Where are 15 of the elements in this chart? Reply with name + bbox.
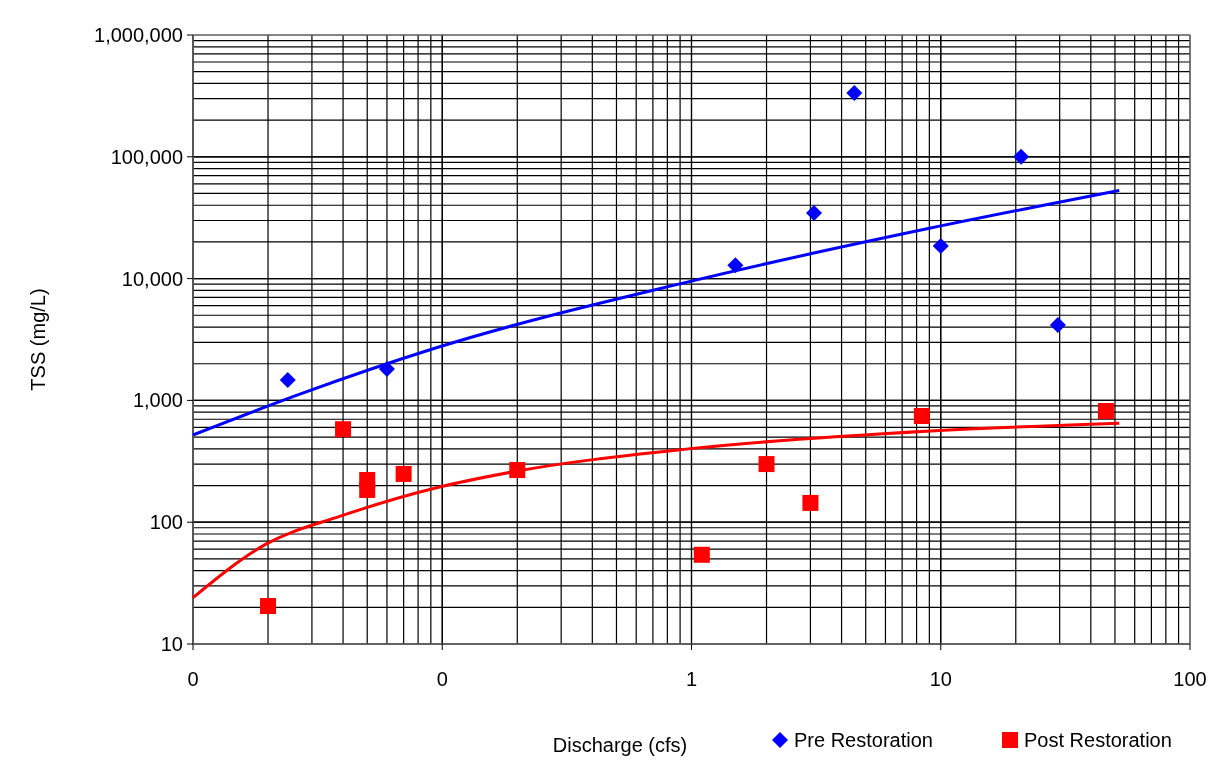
y-tick-label: 10,000 — [121, 267, 183, 290]
x-tick-label: 100 — [1173, 668, 1207, 690]
legend-label: Pre Restoration — [794, 729, 933, 751]
x-axis-title: Discharge (cfs) — [552, 734, 688, 756]
y-tick-label: 100 — [149, 511, 183, 534]
y-axis-title: TSS (mg/L) — [27, 288, 49, 391]
y-tick-label: 10 — [160, 633, 183, 655]
y-tick-label: 1,000,000 — [94, 24, 183, 46]
x-tick-label: 10 — [929, 668, 952, 690]
legend-label: Post Restoration — [1024, 729, 1172, 751]
x-tick-label: 0 — [436, 668, 448, 690]
y-tick-label: 100,000 — [110, 145, 183, 168]
x-tick-label: 0 — [187, 668, 199, 690]
x-tick-label: 1 — [685, 668, 698, 690]
y-tick-label: 1,000 — [132, 389, 183, 412]
